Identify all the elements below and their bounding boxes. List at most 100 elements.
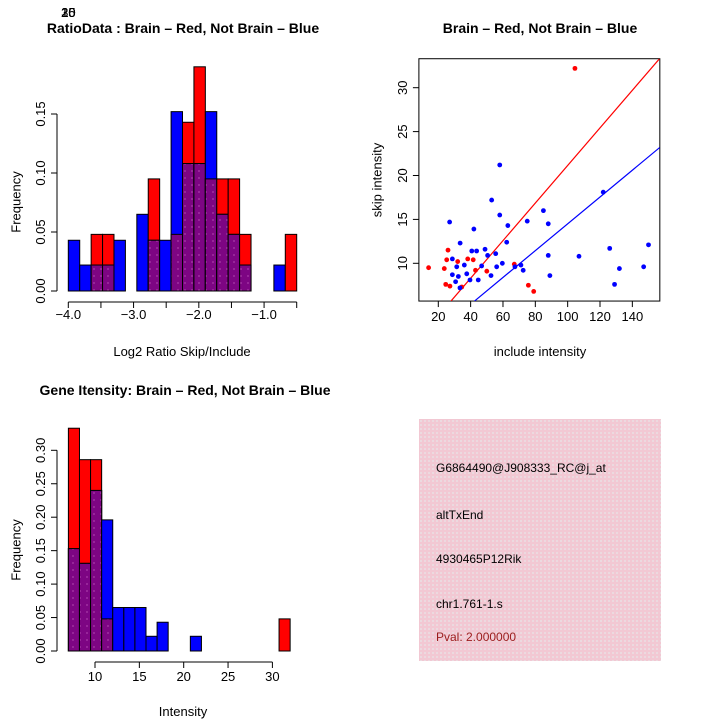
x-tick-label: −4.0 <box>55 307 81 322</box>
x-tick-label: 30 <box>265 669 279 684</box>
hist-bar-blue <box>145 635 158 652</box>
info-line-probe-id: G6864490@J908333_RC@j_at <box>436 461 606 475</box>
scatter-point <box>426 265 431 271</box>
hist-bar-overlap <box>193 163 206 292</box>
scatter-point <box>545 252 551 258</box>
hist-bar-overlap <box>182 163 195 292</box>
hist-bar-overlap <box>101 618 114 652</box>
scatter-point <box>485 252 491 258</box>
scatter-top-right <box>412 58 661 308</box>
scatter-point <box>646 242 651 248</box>
hist-bar-red <box>284 233 298 292</box>
x-tick-label: 15 <box>61 5 75 20</box>
scatter-point <box>545 221 551 227</box>
scatter-point <box>449 256 455 262</box>
scatter-point <box>572 65 578 71</box>
y-tick-label: 0.00 <box>33 278 48 303</box>
x-tick-label: 10 <box>88 669 102 684</box>
x-tick-label: 40 <box>463 309 477 324</box>
scatter-point <box>512 264 518 270</box>
intensity-histogram-xlabel: Intensity <box>158 704 208 719</box>
histogram-top-left <box>51 66 298 308</box>
x-tick-label: 20 <box>431 309 445 324</box>
histogram-bottom-left: 0.00 0.05 0.10 0.15 0.20 0.25 0.30 10 15 20 25 30 <box>33 427 291 684</box>
scatter-point <box>607 245 613 251</box>
y-tick-label: 0.15 <box>33 101 48 126</box>
x-tick-label: −3.0 <box>121 307 147 322</box>
scatter-point <box>484 268 490 274</box>
scatter-point <box>600 189 606 195</box>
x-tick-label: 25 <box>61 5 75 20</box>
scatter-point <box>482 246 488 252</box>
scatter-point <box>449 272 455 278</box>
intensity-histogram-ylabel: Frequency <box>8 519 24 581</box>
info-line-gene-name: 4930465P12Rik <box>436 552 522 566</box>
scatter-point <box>441 266 447 271</box>
not-brain-fit-line <box>474 146 660 302</box>
x-tick-label: 15 <box>132 669 146 684</box>
scatter-point <box>443 281 449 287</box>
scatter-point <box>455 274 461 279</box>
hist-bar-overlap <box>204 178 218 292</box>
scatter-point <box>497 162 503 168</box>
ratio-histogram-xlabel: Log2 Ratio Skip/Include <box>113 344 251 359</box>
scatter-point <box>504 239 510 245</box>
x-tick-label: 60 <box>496 309 510 324</box>
scatter-xlabel: include intensity <box>493 344 587 359</box>
ratio-histogram-ylabel: Frequency <box>8 171 24 233</box>
y-tick-label: 25 <box>395 124 410 138</box>
hist-bar-blue <box>79 264 92 292</box>
x-tick-label: 25 <box>221 669 235 684</box>
scatter-point <box>461 262 467 268</box>
scatter-point <box>494 264 500 270</box>
hist-bar-overlap <box>170 233 184 292</box>
hist-bar-blue <box>113 239 126 292</box>
hist-bar-overlap <box>90 489 103 652</box>
scatter-point <box>457 240 463 246</box>
hist-bar-overlap <box>147 239 161 292</box>
x-tick-label: −1.0 <box>251 307 277 322</box>
plot-frame <box>418 58 661 302</box>
scatter-point <box>493 251 499 257</box>
hist-bar-overlap <box>239 264 252 292</box>
y-tick-label: 0.05 <box>33 605 48 630</box>
scatter-point <box>447 219 453 225</box>
y-tick-label: 0.30 <box>33 438 48 463</box>
scatter-point <box>465 256 471 262</box>
hist-bar-blue <box>273 264 286 292</box>
y-tick-label: 20 <box>395 168 410 182</box>
scatter-point <box>474 248 480 254</box>
scatter-point <box>505 223 511 228</box>
scatter-point <box>447 283 453 289</box>
scatter-point <box>444 257 450 263</box>
hist-bar-blue <box>112 607 125 652</box>
gene-info-panel: G6864490@J908333_RC@j_at altTxEnd 493046… <box>419 419 661 661</box>
info-line-event-type: altTxEnd <box>436 508 484 522</box>
scatter-point <box>454 264 460 270</box>
scatter-point <box>617 266 622 271</box>
scatter-point <box>469 248 475 254</box>
scatter-point <box>475 277 481 283</box>
scatter-point <box>457 285 463 291</box>
x-tick-label: 100 <box>557 309 579 324</box>
hist-bar-red <box>278 618 291 652</box>
x-tick-label: 20 <box>176 669 190 684</box>
ratio-histogram-title: RatioData : Brain – Red, Not Brain – Blu… <box>46 20 320 36</box>
hist-bar-overlap <box>67 548 80 652</box>
scatter-point <box>524 218 530 224</box>
y-tick-label: 0.00 <box>33 638 48 663</box>
scatter-point <box>471 226 477 232</box>
x-tick-label: 80 <box>528 309 542 324</box>
scatter-point <box>453 279 459 285</box>
scatter-point <box>518 262 524 268</box>
intensity-histogram-title: Gene Itensity: Brain – Red, Not Brain – … <box>39 382 331 398</box>
scatter-point <box>445 247 451 253</box>
scatter-point <box>488 273 494 278</box>
scatter-point <box>499 260 505 266</box>
hist-bar-overlap <box>227 233 241 292</box>
y-tick-label: 30 <box>395 80 410 94</box>
y-tick-label: 15 <box>395 212 410 226</box>
info-line-pval: Pval: 2.000000 <box>436 630 517 644</box>
x-tick-label: 10 <box>61 5 75 20</box>
hist-bar-overlap <box>90 264 104 292</box>
